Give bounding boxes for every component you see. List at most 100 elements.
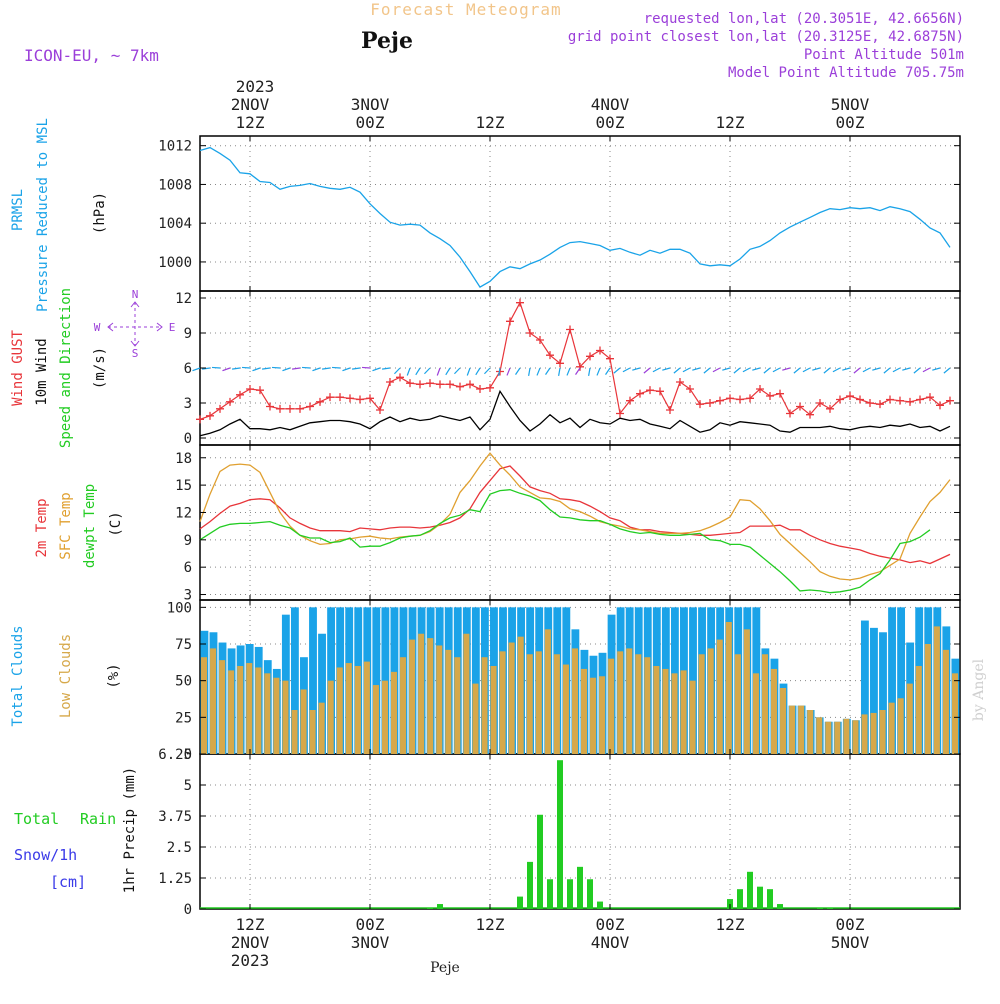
- wind-direction-arrow: [703, 367, 711, 374]
- gust-point: [586, 352, 594, 361]
- wind-direction-arrow: [853, 367, 861, 374]
- gust-point: [536, 336, 544, 344]
- low-cloud-bar: [336, 667, 343, 754]
- rain-bar: [597, 901, 603, 909]
- low-cloud-bar: [463, 633, 470, 754]
- low-cloud-bar: [481, 657, 488, 754]
- low-cloud-bar: [852, 720, 859, 754]
- gust-point: [216, 404, 224, 413]
- bottom-time-label: 00Z: [836, 915, 865, 934]
- precip-label-rain: Rain: [80, 810, 116, 828]
- wind-direction-arrow: [763, 367, 771, 374]
- compass-n-arrow: [130, 301, 140, 308]
- wind-direction-arrow: [436, 367, 441, 376]
- low-cloud-bar: [924, 644, 931, 754]
- rain-bar: [427, 907, 433, 909]
- total-cloud-bar: [381, 607, 390, 754]
- low-cloud-bar: [879, 710, 886, 754]
- wind-direction-arrow: [406, 367, 411, 376]
- low-cloud-bar: [825, 721, 832, 754]
- wind-direction-arrow: [913, 367, 921, 374]
- wind-direction-arrow: [231, 367, 241, 370]
- top-time-label: 00Z: [356, 113, 385, 132]
- total-cloud-bar: [327, 607, 336, 754]
- compass-s: S: [132, 347, 139, 360]
- top-year: 2023: [236, 77, 275, 96]
- gust-point: [376, 406, 384, 414]
- wind-direction-arrow: [192, 367, 201, 372]
- low-cloud-bar: [418, 633, 425, 754]
- rain-bar: [437, 904, 443, 909]
- low-cloud-bar: [535, 651, 542, 754]
- rain-bar: [747, 871, 753, 909]
- gust-point: [456, 382, 464, 391]
- footer-location: Peje: [430, 960, 460, 976]
- total-cloud-bar: [870, 627, 878, 754]
- low-cloud-bar: [680, 670, 687, 754]
- low-cloud-bar: [870, 712, 877, 754]
- chart-title: Forecast Meteogram: [370, 0, 561, 19]
- total-cloud-bar: [372, 607, 381, 754]
- total-cloud-bar: [888, 607, 896, 754]
- wind-label-gust: Wind GUST: [10, 330, 26, 406]
- low-cloud-bar: [933, 626, 940, 754]
- low-cloud-bar: [490, 666, 497, 754]
- gust-point: [626, 396, 634, 405]
- y-tick-label: 12: [175, 291, 192, 307]
- gust-point: [816, 399, 824, 407]
- low-cloud-bar: [445, 649, 452, 754]
- bottom-time-label: 12Z: [476, 915, 505, 934]
- precip-label-cm: [cm]: [50, 873, 86, 891]
- gust-point: [466, 380, 474, 389]
- low-cloud-bar: [508, 642, 515, 754]
- wind-direction-arrow: [872, 367, 881, 371]
- axis-layer: 12Z2NOV12Z2NOV202300Z3NOV00Z3NOV12Z12Z00…: [158, 95, 960, 970]
- wind-direction-arrow: [415, 367, 421, 376]
- low-cloud-bar: [228, 670, 235, 754]
- gust-point: [476, 385, 484, 393]
- wind-direction-arrow: [466, 367, 471, 376]
- wind-direction-arrow: [211, 366, 221, 369]
- wind-direction-arrow: [712, 367, 721, 373]
- gust-point: [766, 392, 774, 400]
- wind-speed-line: [199, 389, 951, 437]
- low-cloud-bar: [273, 677, 280, 754]
- y-tick-label: 75: [175, 637, 192, 653]
- gust-point: [436, 380, 444, 389]
- y-tick-label: 6: [184, 560, 192, 576]
- rain-bar: [567, 879, 573, 909]
- rain-bar: [537, 814, 543, 909]
- wind-direction-arrow: [454, 367, 461, 375]
- top-date-label: 2NOV: [231, 95, 270, 114]
- wind-compass: N S W E: [94, 288, 176, 360]
- gust-point: [366, 394, 374, 403]
- temp-label-sfc: SFC Temp: [58, 492, 74, 559]
- precip-label-total: Total: [14, 810, 59, 828]
- low-cloud-bar: [381, 680, 388, 754]
- low-cloud-bar: [472, 683, 479, 754]
- low-cloud-bar: [246, 663, 253, 754]
- precip-unit: 1hr Precip (mm): [122, 767, 138, 893]
- wind-direction-arrow: [902, 367, 911, 371]
- low-cloud-bar: [897, 698, 904, 754]
- wind-direction-arrow: [943, 367, 951, 374]
- low-cloud-bar: [318, 702, 325, 754]
- low-cloud-bar: [354, 666, 361, 754]
- gust-point: [516, 298, 524, 307]
- wind-direction-arrow: [271, 366, 281, 369]
- wind-unit: (m/s): [92, 347, 108, 389]
- wind-direction-arrow: [331, 366, 341, 369]
- gust-point: [226, 397, 234, 406]
- top-date-label: 5NOV: [831, 95, 870, 114]
- top-date-label: 3NOV: [351, 95, 390, 114]
- low-cloud-bar: [843, 718, 850, 754]
- bottom-date-label: 3NOV: [351, 933, 390, 952]
- wind-direction-arrow: [742, 367, 751, 373]
- panel-temp-frame: [199, 444, 961, 601]
- y-tick-label: 6: [184, 361, 192, 377]
- y-tick-label: 15: [175, 478, 192, 494]
- low-cloud-bar: [581, 668, 588, 754]
- wind-direction-arrow: [252, 367, 261, 372]
- wind-direction-arrow: [301, 366, 311, 369]
